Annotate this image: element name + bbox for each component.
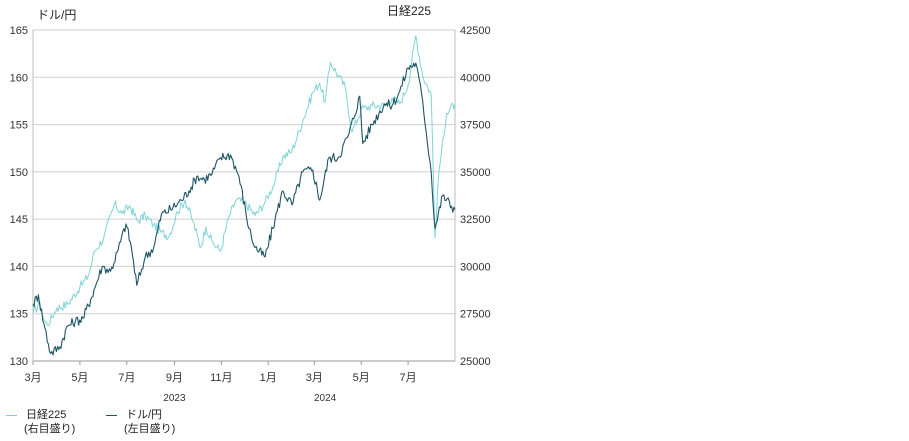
x-tick-label: 7月	[400, 372, 417, 384]
legend-sublabel-usdjpy: (左目盛り)	[124, 423, 176, 435]
right-tick-label: 32500	[460, 214, 491, 226]
left-tick-label: 155	[10, 120, 28, 132]
x-tick-label: 3月	[24, 372, 41, 384]
left-tick-label: 165	[10, 25, 28, 37]
x-tick-label: 7月	[118, 372, 135, 384]
left-tick-label: 135	[10, 309, 28, 321]
year-label: 2024	[314, 393, 337, 404]
legend-swatch-nikkei	[6, 414, 17, 416]
left-tick-label: 150	[10, 167, 28, 179]
x-tick-label: 3月	[306, 372, 323, 384]
right-tick-label: 30000	[460, 261, 491, 273]
legend-item-nikkei: 日経225 (右目盛り)	[6, 408, 75, 436]
legend-label-usdjpy: ドル/円	[126, 409, 163, 421]
legend-label-nikkei: 日経225	[26, 409, 67, 421]
series-line-nikkei	[32, 35, 456, 326]
series-line-usdjpy	[32, 62, 456, 356]
left-axis-title: ドル/円	[37, 8, 77, 22]
right-tick-label: 40000	[460, 72, 491, 84]
right-tick-label: 27500	[460, 309, 491, 321]
year-label: 2023	[163, 393, 186, 404]
x-tick-label: 1月	[260, 372, 277, 384]
left-tick-label: 140	[10, 261, 28, 273]
x-tick-label: 5月	[353, 372, 370, 384]
legend-sublabel-nikkei: (右目盛り)	[24, 423, 76, 435]
x-tick-label: 5月	[71, 372, 88, 384]
right-tick-label: 37500	[460, 120, 491, 132]
left-tick-label: 160	[10, 72, 28, 84]
right-tick-label: 25000	[460, 356, 491, 368]
x-tick-label: 9月	[166, 372, 183, 384]
legend-swatch-usdjpy	[106, 414, 117, 416]
right-tick-label: 35000	[460, 167, 491, 179]
right-tick-label: 42500	[460, 25, 491, 37]
left-tick-label: 145	[10, 214, 28, 226]
right-axis-title: 日経225	[387, 4, 432, 18]
left-tick-label: 130	[10, 356, 28, 368]
x-tick-label: 11月	[210, 372, 232, 384]
legend-item-usdjpy: ドル/円 (左目盛り)	[106, 408, 175, 436]
